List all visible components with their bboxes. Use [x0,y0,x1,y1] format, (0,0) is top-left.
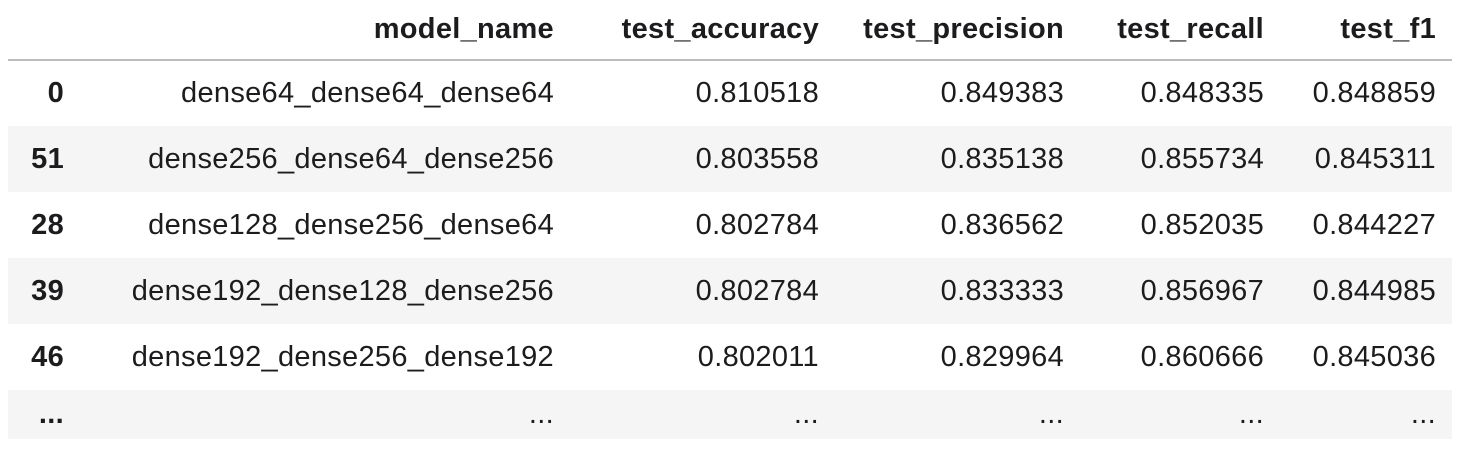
dataframe-table: model_name test_accuracy test_precision … [8,0,1452,439]
test-recall-cell: 0.856967 [1140,274,1264,307]
test-f1-cell: 0.844227 [1312,208,1436,241]
model-name-cell: dense192_dense128_dense256 [131,274,554,307]
test-recall-cell: 0.860666 [1140,340,1264,373]
row-index-cell: 51 [31,142,64,175]
test-precision-cell: 0.849383 [940,77,1064,110]
dataframe-header: model_name test_accuracy test_precision … [8,0,1452,61]
row-index-cell: 39 [31,274,64,307]
test-f1-cell: 0.845311 [1314,142,1436,175]
test-accuracy-cell: 0.802784 [695,274,819,307]
row-index-cell: 46 [31,340,64,373]
table-row: 46 dense192_dense256_dense192 0.802011 0… [8,324,1452,390]
column-header-index [8,0,100,61]
column-header-test-accuracy: test_accuracy [570,0,835,61]
row-index-cell: 28 [31,208,64,241]
test-recall-cell: 0.852035 [1140,208,1264,241]
test-f1-cell: 0.848859 [1312,77,1436,110]
table-row: 0 dense64_dense64_dense64 0.810518 0.849… [8,60,1452,126]
model-name-cell: dense64_dense64_dense64 [181,77,554,110]
column-header-test-precision: test_precision [835,0,1080,61]
test-precision-cell: ... [1038,398,1064,431]
column-header-test-f1: test_f1 [1280,0,1452,61]
test-f1-cell: ... [1410,398,1436,431]
table-row: 28 dense128_dense256_dense64 0.802784 0.… [8,192,1452,258]
test-accuracy-cell: ... [793,398,819,431]
test-f1-cell: 0.845036 [1312,340,1436,373]
truncation-ellipsis-row: ... ... ... ... ... ... [8,390,1452,439]
model-name-cell: ... [528,398,554,431]
test-recall-cell: 0.855734 [1140,142,1264,175]
column-header-model-name: model_name [100,0,570,61]
header-row: model_name test_accuracy test_precision … [8,0,1452,61]
test-recall-cell: 0.848335 [1140,77,1264,110]
test-precision-cell: 0.833333 [940,274,1064,307]
test-recall-cell: ... [1238,398,1264,431]
test-accuracy-cell: 0.810518 [695,77,819,110]
test-precision-cell: 0.829964 [940,340,1064,373]
model-name-cell: dense192_dense256_dense192 [131,340,554,373]
row-index-cell: 0 [47,77,64,110]
table-row: 51 dense256_dense64_dense256 0.803558 0.… [8,126,1452,192]
test-accuracy-cell: 0.802011 [697,340,819,373]
column-header-test-recall: test_recall [1080,0,1280,61]
test-precision-cell: 0.836562 [940,208,1064,241]
test-accuracy-cell: 0.803558 [695,142,819,175]
test-accuracy-cell: 0.802784 [695,208,819,241]
test-precision-cell: 0.835138 [940,142,1064,175]
model-name-cell: dense256_dense64_dense256 [148,142,554,175]
table-row: 39 dense192_dense128_dense256 0.802784 0… [8,258,1452,324]
model-name-cell: dense128_dense256_dense64 [148,208,554,241]
test-f1-cell: 0.844985 [1312,274,1436,307]
row-index-cell: ... [38,398,64,431]
dataframe-body: 0 dense64_dense64_dense64 0.810518 0.849… [8,60,1452,439]
